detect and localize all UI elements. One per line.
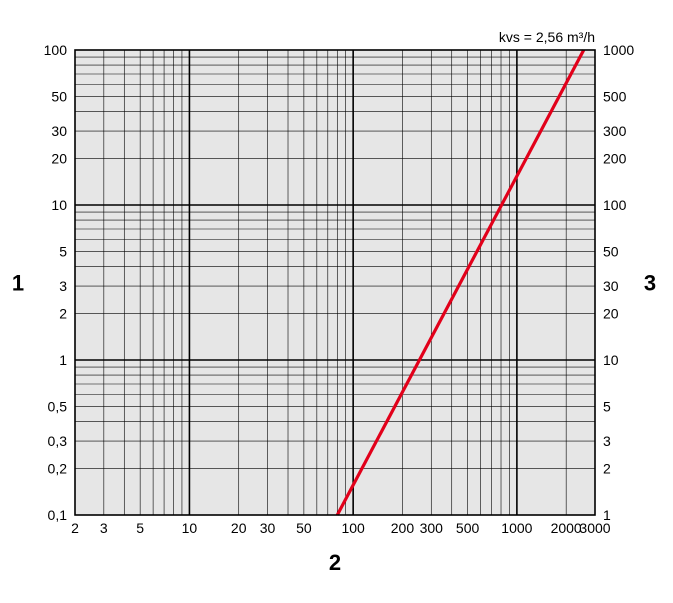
axis-label-right: 3 xyxy=(644,271,656,296)
axis-label-bottom: 2 xyxy=(329,550,341,575)
x-tick: 2 xyxy=(71,520,79,536)
x-tick: 1000 xyxy=(501,520,532,536)
y-right-tick: 5 xyxy=(603,399,611,415)
x-tick: 300 xyxy=(420,520,444,536)
x-tick: 20 xyxy=(231,520,247,536)
x-tick: 3 xyxy=(100,520,108,536)
x-tick: 30 xyxy=(260,520,276,536)
x-tick: 10 xyxy=(182,520,198,536)
y-right-tick: 20 xyxy=(603,305,619,321)
y-left-tick: 100 xyxy=(44,42,68,58)
x-tick: 200 xyxy=(391,520,415,536)
y-left-tick: 1 xyxy=(59,352,67,368)
y-left-tick: 0,2 xyxy=(48,460,68,476)
x-tick: 50 xyxy=(296,520,312,536)
y-right-tick: 3 xyxy=(603,433,611,449)
y-right-tick: 1 xyxy=(603,507,611,523)
y-left-tick: 0,1 xyxy=(48,507,68,523)
y-right-tick: 2 xyxy=(603,460,611,476)
y-left-tick: 30 xyxy=(51,123,67,139)
y-right-tick: 200 xyxy=(603,150,627,166)
x-tick: 5 xyxy=(136,520,144,536)
y-left-tick: 3 xyxy=(59,278,67,294)
y-right-tick: 50 xyxy=(603,244,619,260)
y-left-tick: 50 xyxy=(51,89,67,105)
y-right-tick: 1000 xyxy=(603,42,634,58)
y-right-tick: 500 xyxy=(603,89,627,105)
y-left-tick: 5 xyxy=(59,244,67,260)
pressure-loss-chart: 235102030501002003005001000200030000,10,… xyxy=(0,0,673,603)
x-tick: 100 xyxy=(341,520,365,536)
y-left-tick: 0,3 xyxy=(48,433,68,449)
y-left-tick: 10 xyxy=(51,197,67,213)
y-left-tick: 0,5 xyxy=(48,399,68,415)
y-right-tick: 100 xyxy=(603,197,627,213)
y-left-tick: 20 xyxy=(51,150,67,166)
chart-title: kvs = 2,56 m³/h xyxy=(499,29,595,45)
y-right-tick: 300 xyxy=(603,123,627,139)
x-tick: 2000 xyxy=(551,520,582,536)
y-right-tick: 10 xyxy=(603,352,619,368)
y-left-tick: 2 xyxy=(59,305,67,321)
axis-label-left: 1 xyxy=(12,271,24,296)
x-tick: 500 xyxy=(456,520,480,536)
y-right-tick: 30 xyxy=(603,278,619,294)
